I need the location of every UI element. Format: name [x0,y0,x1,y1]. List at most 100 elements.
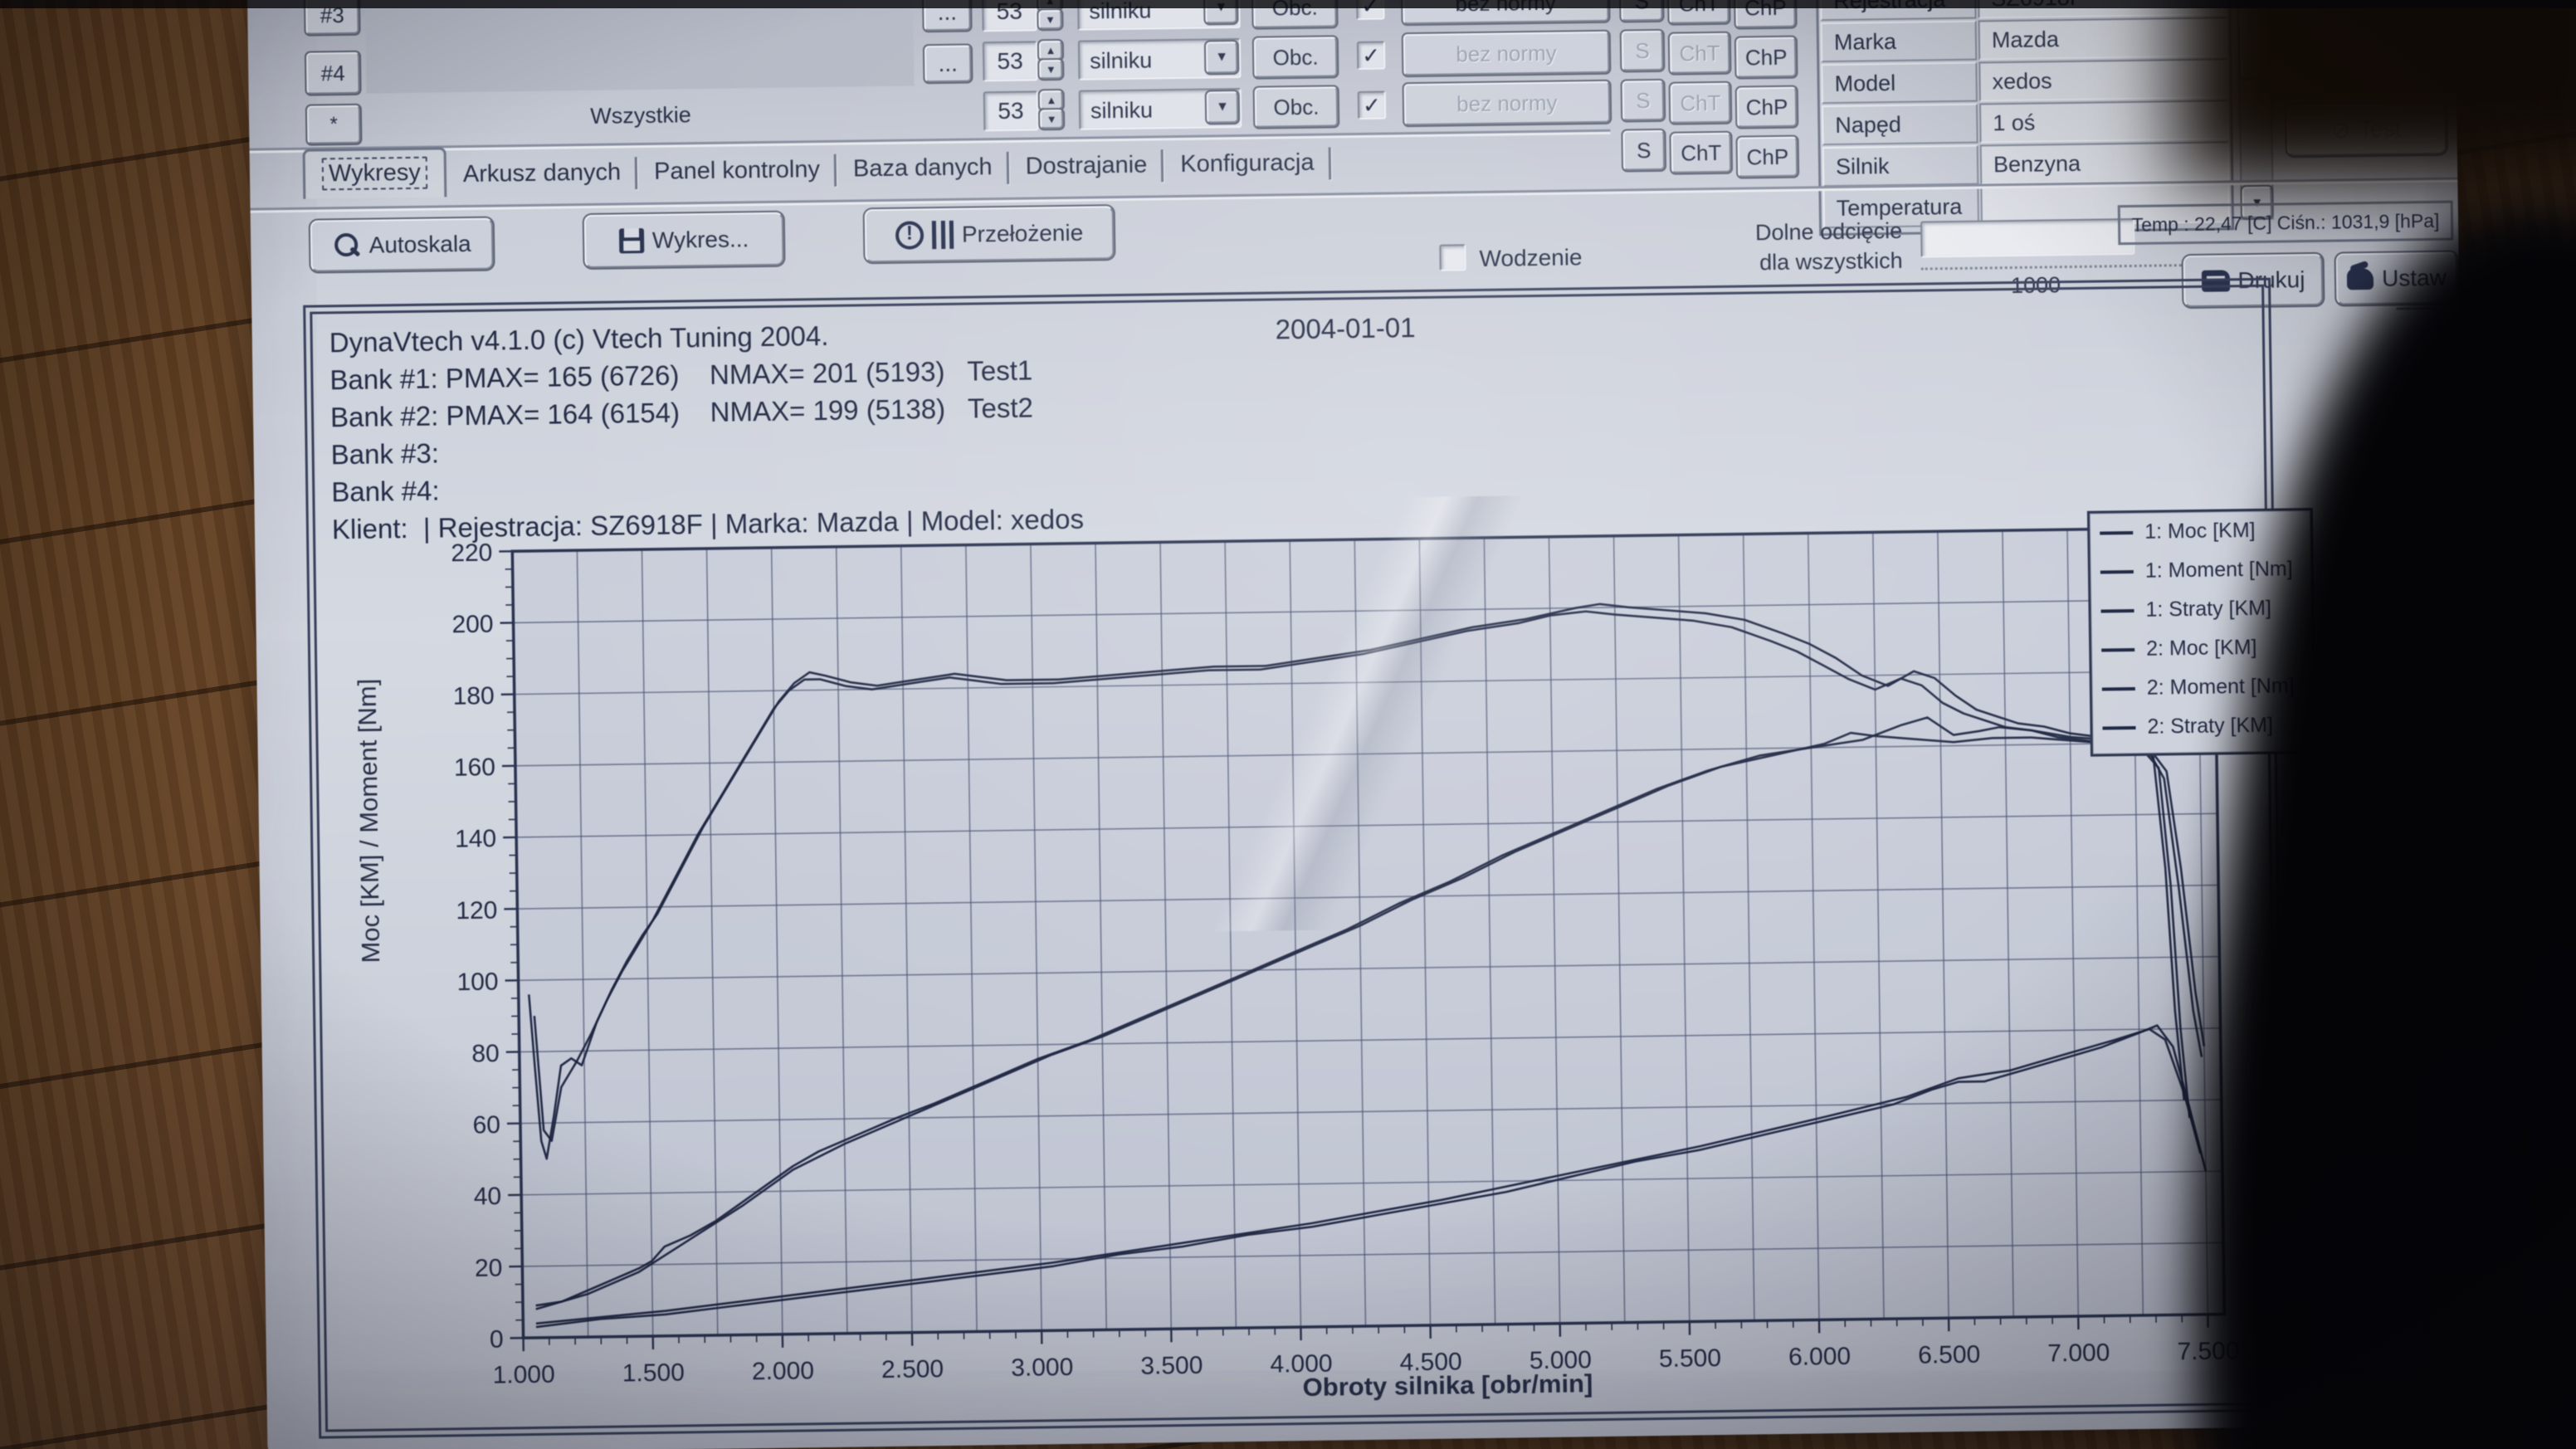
client-info: Klient: | Rejestracja: SZ6918F | Marka: … [331,503,1085,545]
bank3-result: Bank #3: [330,437,440,471]
s-button-disabled: S [1621,30,1664,71]
unit-selected-value: silniku [1089,47,1153,74]
unit-dropdown[interactable]: silniku ▼ [1077,37,1242,80]
bez-normy-label: bez normy [1456,40,1557,66]
environment-readout: Temp : 22,47 [C] Ciśn.: 1031,9 [hPa] [2117,200,2454,246]
przelozenie-label: Przełożenie [961,219,1084,247]
bez-normy-label: bez normy [1456,90,1558,116]
y-axis-title: Moc [KM] / Moment [Nm] [352,678,386,964]
chp-label: ChP [1744,44,1788,70]
tab-baza-danych[interactable]: Baza danych [837,147,1009,192]
line-sample-icon [2101,647,2135,652]
checkmark-icon: ✓ [1362,92,1382,118]
tab-label: Wykresy [321,156,428,191]
dark-corner-shadow [2178,0,2576,183]
field-label-text: Silnik [1835,153,1890,179]
dropdown-arrow-icon[interactable]: ▼ [1206,90,1239,124]
magnifier-icon [332,232,360,260]
clock-icon [895,221,925,250]
autoskala-label: Autoskala [368,230,471,258]
tab-dostrajanie[interactable]: Dostrajanie [1008,144,1164,189]
cht-button[interactable]: ChT [1671,132,1732,173]
obc-button[interactable]: Obc. [1253,37,1338,78]
cht-button-disabled: ChT [1670,82,1731,124]
tab-label: Dostrajanie [1025,151,1148,180]
field-label: Silnik [1822,144,1979,188]
bank-checkbox[interactable]: ✓ [1357,90,1387,120]
dropdown-arrow-icon[interactable]: ▼ [1205,41,1238,74]
dyno-software-page: #3 #4 * Wszystkie ... 53 ▲ ▼ silniku ▼ O… [246,0,2492,1449]
field-value-text: Benzyna [1993,150,2081,177]
value-field[interactable]: 53 [982,41,1038,82]
tab-label: Panel kontrolny [653,156,821,185]
field-label: Napęd [1821,103,1978,146]
chp-button[interactable]: ChP [1737,136,1798,178]
more-button[interactable]: ... [924,45,972,83]
przelozenie-button[interactable]: Przełożenie [864,206,1115,263]
report-date: 2004-01-01 [1275,312,1416,345]
s-label: S [1635,37,1650,63]
bank-name-area [365,0,915,94]
field-label: Model [1821,61,1978,105]
obc-button[interactable]: Obc. [1254,86,1339,128]
photo-edge [0,0,2576,8]
wykres-label: Wykres... [651,226,749,253]
dolne-odciecie-label-line2: dla wszystkich [1759,247,1903,276]
vehicle-panel: Rejestracja SZ6918F Marka Mazda Model xe… [1815,0,2235,237]
cht-label: ChT [1679,40,1720,66]
wodzenie-checkbox[interactable] [1439,244,1466,271]
chp-button[interactable]: ChP [1735,37,1797,78]
field-label: Marka [1820,20,1978,63]
chart-frame: DynaVtech v4.1.0 (c) Vtech Tuning 2004. … [303,277,2286,1439]
spinner-down-icon[interactable]: ▼ [1039,59,1063,80]
spinner-up-icon[interactable]: ▲ [1039,90,1063,110]
spinner[interactable]: ▲ ▼ [1039,90,1064,130]
spinner[interactable]: ▲ ▼ [1038,40,1063,80]
spinner-down-icon[interactable]: ▼ [1039,109,1064,129]
field-value-text: Mazda [1991,26,2060,52]
tab-label: Baza danych [852,154,993,183]
line-sample-icon [2100,608,2134,613]
cht-button-disabled: ChT [1669,32,1730,74]
wykres-button[interactable]: Wykres... [583,212,784,269]
gear-shift-icon [931,220,954,250]
chp-label: ChP [1745,94,1788,120]
unit-dropdown[interactable]: silniku ▼ [1078,87,1242,130]
value-field[interactable]: 53 [983,90,1039,132]
cht-label: ChT [1681,139,1722,166]
bez-normy-button-disabled: bez normy [1403,80,1611,126]
tab-label: Arkusz danych [462,159,622,188]
autoskala-button[interactable]: Autoskala [310,217,494,272]
tab-konfiguracja[interactable]: Konfiguracja [1164,142,1331,187]
spinner-down-icon[interactable]: ▼ [1038,9,1062,30]
field-label-text: Marka [1833,28,1897,55]
tab-panel-kontrolny[interactable]: Panel kontrolny [637,149,837,194]
s-button-disabled: S [1622,80,1665,121]
bank-all-button[interactable]: * [306,105,361,144]
bank-4-button[interactable]: #4 [305,51,360,95]
field-label-text: Temperatura [1836,193,1963,221]
more-label: ... [938,50,959,77]
tab-arkusz-danych[interactable]: Arkusz danych [446,152,638,197]
bank4-result: Bank #4: [331,475,440,508]
tab-label: Konfiguracja [1180,149,1315,178]
line-sample-icon [2102,725,2136,730]
wodzenie-label: Wodzenie [1479,244,1583,271]
field-label-text: Model [1834,70,1896,96]
tab-wykresy[interactable]: Wykresy [302,147,447,199]
dolne-odciecie-label-line1: Dolne odcięcie [1754,217,1903,246]
checkmark-icon: ✓ [1361,42,1381,68]
dolne-odciecie-input[interactable] [1920,217,2135,258]
bez-normy-button-disabled: bez normy [1403,31,1610,76]
spinner-up-icon[interactable]: ▲ [1038,40,1063,61]
hand-icon [2346,267,2374,290]
s-label: S [1636,137,1651,163]
env-readout-text: Temp : 22,47 [C] Ciśn.: 1031,9 [hPa] [2131,209,2440,236]
unit-selected-value: silniku [1090,97,1154,124]
line-sample-icon [2100,530,2134,535]
chp-button[interactable]: ChP [1736,86,1798,128]
bank-checkbox[interactable]: ✓ [1356,41,1386,70]
s-button[interactable]: S [1622,129,1666,171]
line-sample-icon [2101,686,2135,691]
